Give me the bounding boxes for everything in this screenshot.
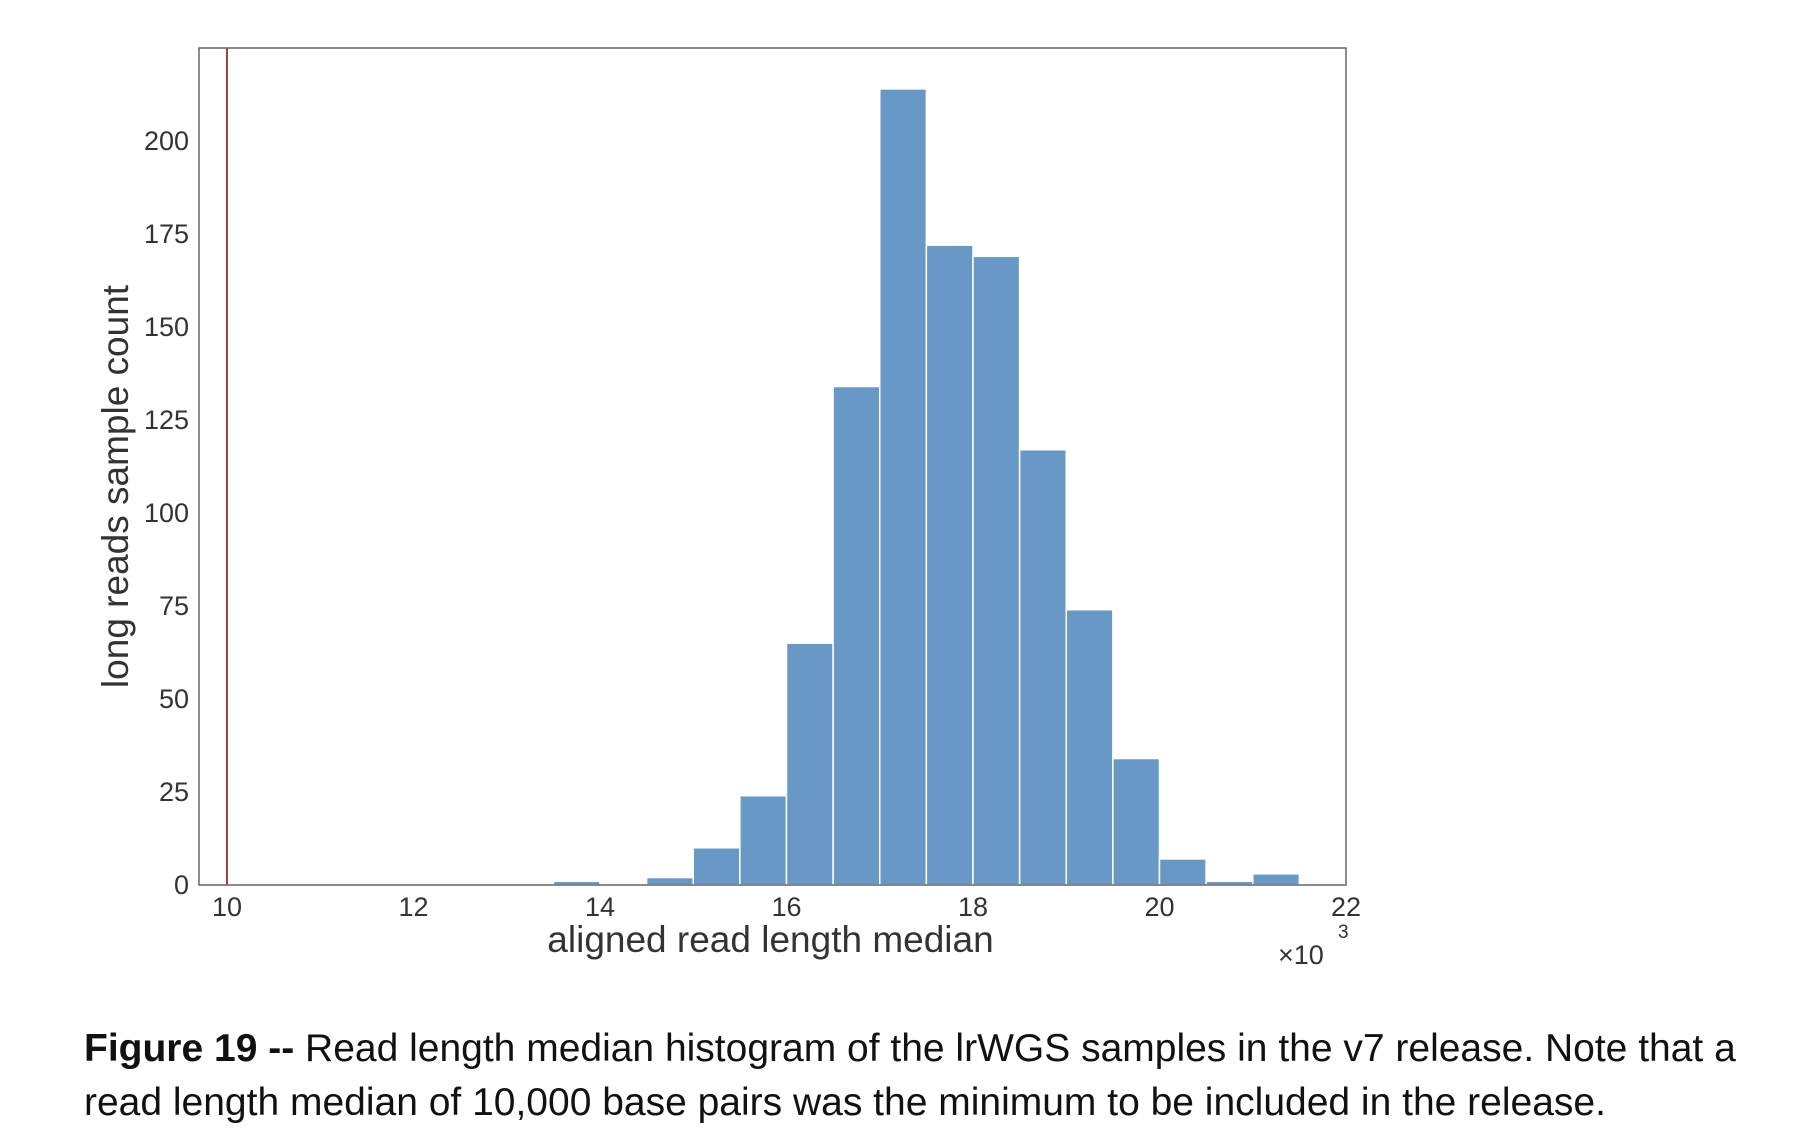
y-tick-label: 100 — [144, 498, 189, 528]
y-axis-ticks: 0 25 50 75 100 125 150 175 200 — [144, 126, 189, 900]
x-axis-multiplier-base: ×10 — [1278, 940, 1324, 970]
x-axis-multiplier: ×10 — [1278, 940, 1324, 970]
y-tick-label: 0 — [174, 870, 189, 900]
x-axis-multiplier-exponent: 3 — [1338, 922, 1349, 943]
x-tick-label: 22 — [1331, 892, 1361, 922]
plot-frame — [198, 47, 1347, 886]
figure-caption-text: Read length median histogram of the lrWG… — [84, 1027, 1736, 1124]
y-tick-label: 25 — [159, 777, 189, 807]
histogram-bar — [972, 255, 1021, 886]
histogram-bar — [925, 244, 974, 886]
histogram-bar — [832, 385, 881, 886]
histogram-chart: 10 12 14 16 18 20 22 0 25 50 75 100 125 150 175 200 al… — [95, 47, 1361, 970]
y-tick-label: 75 — [159, 591, 189, 621]
x-tick-label: 10 — [212, 892, 242, 922]
x-axis-ticks: 10 12 14 16 18 20 22 — [212, 892, 1361, 922]
histogram-bars — [552, 88, 1301, 886]
y-tick-label: 150 — [144, 312, 189, 342]
histogram-bar — [1158, 858, 1207, 886]
histogram-bar — [645, 876, 694, 886]
histogram-bar — [739, 794, 788, 886]
x-tick-label: 16 — [771, 892, 801, 922]
histogram-bar — [1251, 873, 1301, 886]
histogram-bar — [1018, 449, 1067, 886]
y-axis-label: long reads sample count — [95, 284, 136, 688]
y-tick-label: 175 — [144, 219, 189, 249]
y-tick-label: 125 — [144, 405, 189, 435]
figure-caption-label: Figure 19 -- — [84, 1027, 295, 1070]
y-tick-label: 200 — [144, 126, 189, 156]
histogram-bar — [692, 847, 741, 886]
x-tick-label: 20 — [1144, 892, 1174, 922]
x-tick-label: 18 — [958, 892, 988, 922]
x-axis-label: aligned read length median — [547, 919, 993, 960]
y-tick-label: 50 — [159, 684, 189, 714]
x-tick-label: 14 — [585, 892, 615, 922]
histogram-bar — [1065, 608, 1114, 886]
figure-caption: Figure 19 -- Read length median histogra… — [84, 1022, 1804, 1130]
x-tick-label: 12 — [398, 892, 428, 922]
histogram-bar — [878, 88, 928, 886]
histogram-bar — [785, 642, 834, 886]
histogram-bar — [1112, 757, 1161, 886]
